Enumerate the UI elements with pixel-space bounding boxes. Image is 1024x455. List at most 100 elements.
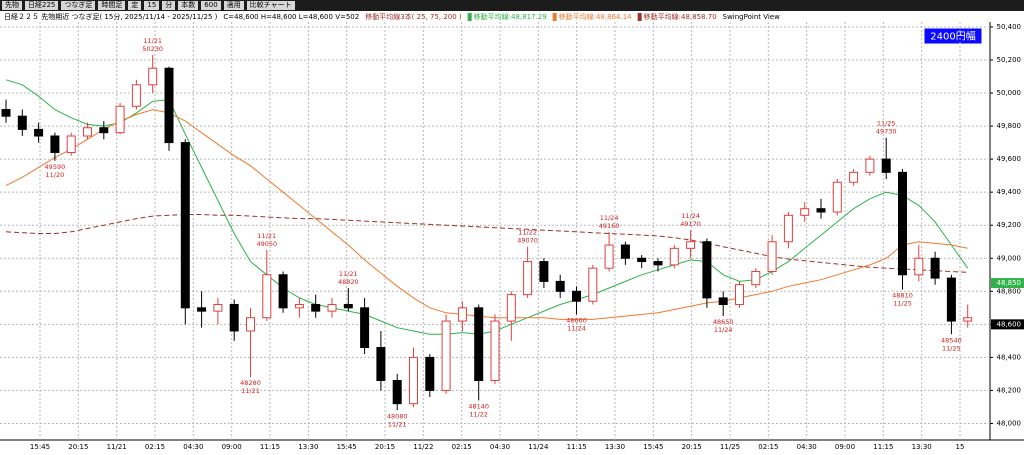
badge-box xyxy=(923,27,983,45)
toolbar-item[interactable]: 分 xyxy=(162,1,176,10)
badge-text: 2400円幅 xyxy=(930,30,975,43)
info-text: 移動平均線:48,864.14 xyxy=(559,12,633,21)
y-tick-label: 48,200 xyxy=(997,386,1022,394)
annotation-value: 48080 xyxy=(387,412,408,420)
toolbar-item[interactable]: 15 xyxy=(144,1,160,10)
annotation-date: 11/25 xyxy=(942,344,961,352)
x-tick-label: 02:15 xyxy=(452,443,472,451)
y-tick-label: 49,600 xyxy=(997,155,1022,163)
candle-body xyxy=(294,304,304,309)
candle-body xyxy=(669,247,679,266)
annotation-date: 11/22 xyxy=(469,410,488,418)
info-text: C=48,600 H=48,600 L=48,600 V=502 xyxy=(223,13,359,21)
annotation-date: 11/24 xyxy=(714,326,733,334)
info-text: 移動平均線3本( 25, 75, 200 ) xyxy=(365,12,462,21)
candle-body xyxy=(327,304,337,312)
y-tick-label: 49,000 xyxy=(997,254,1022,262)
x-tick-label: 20:15 xyxy=(682,443,702,451)
x-tick-label: 09:00 xyxy=(222,443,242,451)
y-tick-label: 49,200 xyxy=(997,221,1022,229)
x-tick-label: 11/24 xyxy=(528,443,549,451)
candle-body xyxy=(262,274,272,319)
toolbar-item[interactable]: つなぎ足 xyxy=(61,1,96,10)
candle-body xyxy=(392,380,402,405)
candle-body xyxy=(783,214,793,243)
toolbar-item[interactable]: 先物 xyxy=(2,1,22,10)
annotation-date: 11/21 xyxy=(143,37,162,45)
annotation-value: 49070 xyxy=(517,237,538,245)
annotation-value: 49590 xyxy=(45,163,66,171)
candle-body xyxy=(849,171,859,183)
candle-body xyxy=(50,135,60,154)
toolbar-item[interactable]: 適用 xyxy=(223,1,244,10)
y-tick-label: 50,000 xyxy=(997,89,1022,97)
candle-body xyxy=(343,304,353,309)
annotation-value: 49050 xyxy=(256,240,277,248)
legend-swatch xyxy=(637,13,642,21)
x-tick-label: 15:45 xyxy=(337,443,357,451)
candle-body xyxy=(751,270,761,286)
toolbar-item[interactable]: 比較チャート xyxy=(246,1,295,10)
candle-body xyxy=(409,356,418,405)
candle-body xyxy=(816,208,826,213)
candle-body xyxy=(311,304,321,312)
info-text: 移動平均線:48,817.29 xyxy=(474,12,547,21)
annotation-date: 11/20 xyxy=(46,171,65,179)
annotation-date: 11/21 xyxy=(241,387,260,395)
ma-line xyxy=(5,214,968,273)
price-tag xyxy=(991,278,1024,289)
candle-body xyxy=(83,127,92,137)
candle-body xyxy=(197,307,207,312)
toolbar-item[interactable]: 本数 xyxy=(178,1,199,10)
annotation-date: 11/25 xyxy=(877,120,896,128)
x-tick-label: 13:30 xyxy=(298,443,318,451)
candle-body xyxy=(425,356,435,391)
toolbar-item[interactable]: 時間足 xyxy=(98,1,126,10)
annotation-value: 48140 xyxy=(468,402,489,410)
x-tick-label: 09:00 xyxy=(835,443,855,451)
annotation-date: 11/24 xyxy=(681,212,700,220)
x-tick-label: 20:15 xyxy=(375,443,395,451)
candle-body xyxy=(131,84,141,107)
candle-body xyxy=(604,244,614,269)
candle-body xyxy=(506,294,516,322)
x-tick-label: 11/25 xyxy=(720,443,740,451)
x-tick-label: 02:15 xyxy=(145,443,165,451)
info-text: 日経２２５ 先物期近 つなぎ足( 15分, 2025/11/14 - 2025/… xyxy=(4,12,218,21)
annotation-value: 50230 xyxy=(142,45,163,53)
x-tick-label: 04:30 xyxy=(797,443,817,451)
annotation-date: 11/24 xyxy=(567,324,586,332)
candle-body xyxy=(637,257,647,263)
legend-swatch xyxy=(467,13,472,21)
x-tick-label: 11/22 xyxy=(413,443,433,451)
toolbar-item[interactable]: 定 xyxy=(128,1,142,10)
candle-body xyxy=(865,158,875,173)
y-tick-label: 48,800 xyxy=(997,287,1022,295)
y-tick-label: 48,000 xyxy=(997,419,1022,427)
candle-body xyxy=(702,241,712,299)
candle-body xyxy=(278,274,288,309)
x-tick-label: 11:15 xyxy=(260,443,280,451)
x-tick-label: 15 xyxy=(956,443,965,451)
annotation-date: 11/21 xyxy=(257,232,276,240)
annotation-date: 11/22 xyxy=(518,229,537,237)
candle-body xyxy=(523,261,533,296)
toolbar-item[interactable]: 日経225 xyxy=(25,1,59,10)
x-tick-label: 04:30 xyxy=(183,443,203,451)
annotation-value: 48650 xyxy=(713,318,734,326)
candle-body xyxy=(914,257,924,276)
toolbar-item[interactable]: 600 xyxy=(201,1,221,10)
x-tick-label: 13:30 xyxy=(605,443,625,451)
candle-body xyxy=(229,304,239,332)
x-tick-label: 02:15 xyxy=(758,443,778,451)
candle-body xyxy=(898,171,907,276)
annotation-date: 11/21 xyxy=(339,270,358,278)
candle-body xyxy=(376,346,386,382)
candle-body xyxy=(881,158,891,173)
price-tag-label: 48,600 xyxy=(997,320,1022,328)
annotation-date: 11/25 xyxy=(893,300,912,308)
toolbar: 先物 日経225 つなぎ足 時間足定 15 分本数 600 適用 比較チャート xyxy=(0,0,1024,11)
legend-swatch xyxy=(552,13,557,21)
y-tick-label: 49,400 xyxy=(997,188,1022,196)
candle-body xyxy=(115,105,125,134)
